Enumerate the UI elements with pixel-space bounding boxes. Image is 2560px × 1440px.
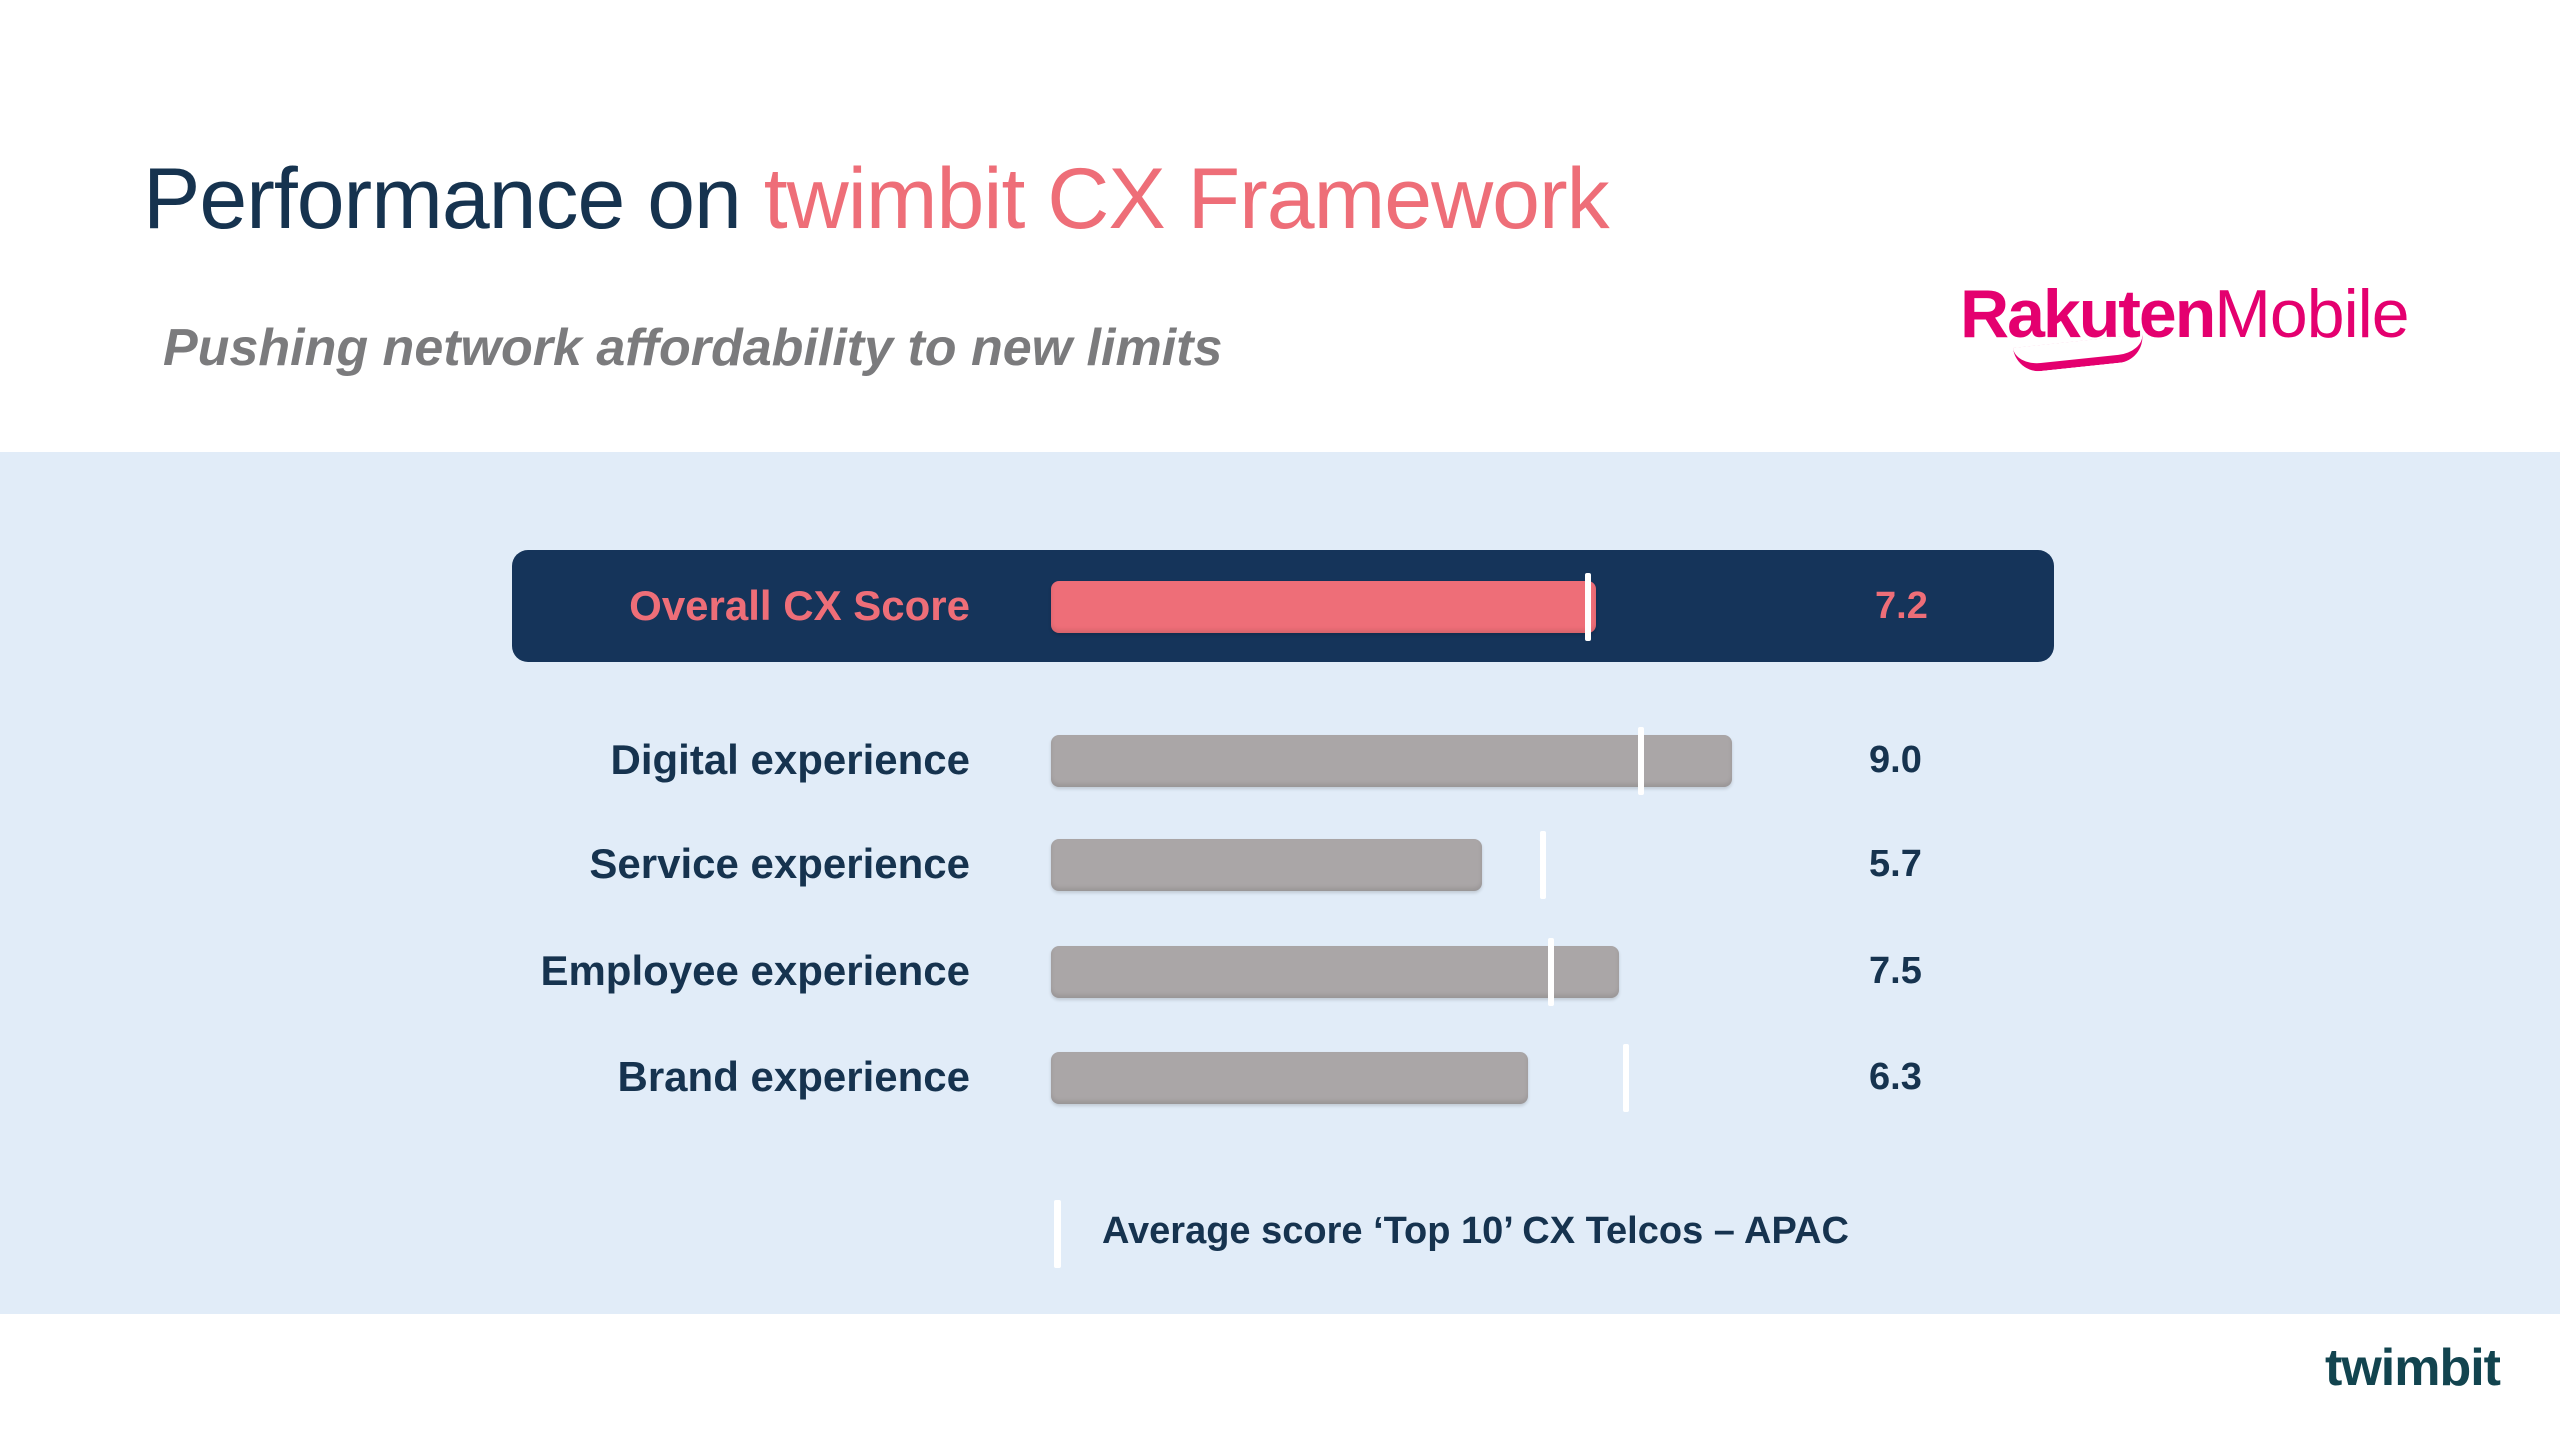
twimbit-logo: twimbit: [2325, 1339, 2501, 1397]
legend-benchmark-label: Average score ‘Top 10’ CX Telcos – APAC: [1102, 1210, 1849, 1252]
score-bar: [1051, 581, 1597, 633]
title-accent: twimbit CX Framework: [763, 151, 1610, 247]
value-label: 9.0: [1869, 739, 1922, 781]
category-label: Employee experience: [540, 946, 970, 994]
page-title: Performance on twimbit CX Framework: [143, 150, 1610, 249]
score-bar: [1051, 1052, 1528, 1104]
benchmark-marker: [1540, 831, 1547, 899]
value-label: 7.2: [1875, 585, 1928, 627]
page-subtitle: Pushing network affordability to new lim…: [163, 319, 1223, 377]
category-label: Overall CX Score: [629, 581, 970, 629]
benchmark-marker: [1547, 938, 1554, 1006]
value-label: 7.5: [1869, 950, 1922, 992]
brand-logo-bold: Rakuten: [1960, 276, 2216, 352]
benchmark-marker: [1638, 727, 1645, 795]
value-label: 6.3: [1869, 1056, 1922, 1098]
rakuten-mobile-logo: RakutenMobile: [1960, 275, 2410, 374]
benchmark-marker: [1623, 1044, 1630, 1112]
legend-benchmark-marker: [1054, 1200, 1061, 1268]
brand-logo-regular: Mobile: [2214, 276, 2409, 352]
category-label: Digital experience: [610, 735, 970, 783]
score-bar: [1051, 839, 1483, 891]
benchmark-marker: [1585, 573, 1592, 641]
value-label: 5.7: [1869, 843, 1922, 885]
category-label: Service experience: [589, 839, 970, 887]
score-bar: [1051, 946, 1619, 998]
title-main: Performance on: [143, 151, 764, 247]
category-label: Brand experience: [617, 1052, 971, 1100]
score-bar: [1051, 735, 1733, 787]
